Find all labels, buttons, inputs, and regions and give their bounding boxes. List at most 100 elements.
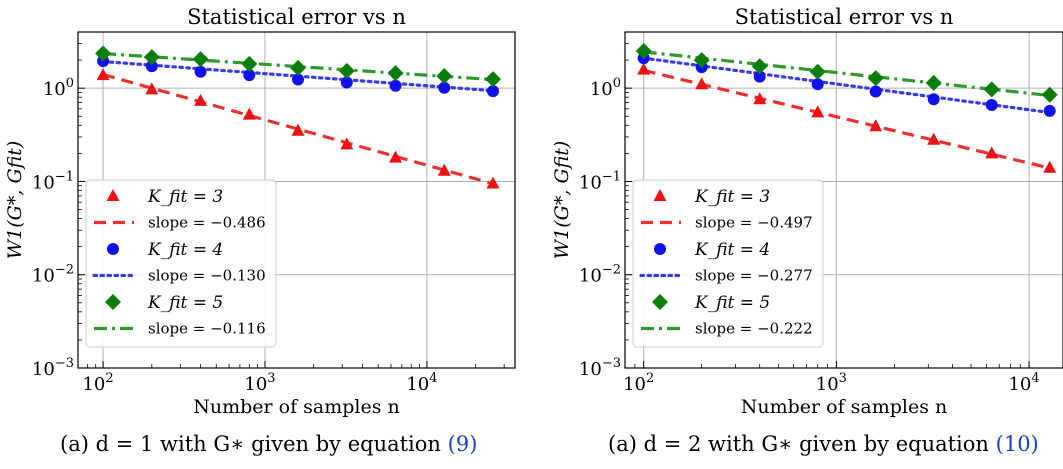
x-axis-label: Number of samples n [193,396,400,418]
legend-slope-label: slope = −0.116 [148,320,266,338]
y-tick-label: 10−1 [32,169,74,193]
data-point-diamond [867,70,884,87]
legend-slope-label: slope = −0.130 [148,267,266,285]
legend-marker-diamond [652,294,668,310]
legend-slope-label: slope = −0.486 [148,214,266,232]
figure-canvas: 102 103 104 10−3 10−2 10−1 100 Statistical erro… [4,5,1063,418]
data-point-diamond [387,65,404,82]
y-tick-label: 10−2 [579,263,621,287]
data-point-circle [145,60,158,73]
fit-line-1 [102,72,494,186]
data-point-triangle [242,107,256,120]
chart-2: 102 103 104 10−3 10−2 10−1 100 Statistical erro… [551,5,1063,418]
chart-title: Statistical error vs n [187,5,406,29]
y-tick-label: 10−2 [32,263,74,287]
caption-left-label: (a) [60,432,89,456]
data-point-triangle [1043,160,1057,173]
data-point-triangle [437,163,451,176]
y-tick-label: 100 [590,76,621,100]
data-point-diamond [95,45,112,62]
data-point-diamond [983,81,1000,98]
legend-series-label: K_fit = 5 [694,293,770,313]
y-tick-label: 10−3 [32,356,74,380]
data-point-triangle [753,92,767,105]
plot-area [95,45,502,189]
data-point-triangle [194,93,208,106]
legend-series-label: K_fit = 3 [694,187,770,207]
legend-series-label: K_fit = 3 [147,187,223,207]
fit-line-3 [643,50,1050,98]
data-point-triangle [869,119,883,132]
y-axis-label: W1(G*, Gfit) [551,141,573,260]
caption-left-ref[interactable]: (9) [447,432,478,456]
data-point-diamond [809,63,826,80]
legend-marker-triangle [653,189,667,201]
legend-slope-label: slope = −0.222 [695,320,813,338]
y-axis-label: W1(G*, Gfit) [4,141,26,260]
data-point-triangle [486,176,500,189]
x-tick-label: 103 [816,371,847,395]
data-point-diamond [751,58,768,75]
legend-marker-triangle [106,189,120,201]
plot-area [635,43,1058,173]
caption-right: (a) d = 2 with G∗ given by equation (10) [608,432,1039,456]
data-point-diamond [1041,86,1058,103]
chart-title: Statistical error vs n [735,5,954,29]
y-tick-label: 100 [43,76,74,100]
data-point-circle [985,98,998,111]
data-point-circle [487,85,500,98]
legend-marker-circle [107,243,119,255]
x-axis-label: Number of samples n [741,396,948,418]
data-point-diamond [241,55,258,72]
data-point-circle [438,81,451,94]
fit-line-2 [642,56,1052,115]
legend-series-label: K_fit = 4 [147,240,223,260]
data-point-diamond [635,43,652,60]
data-point-diamond [143,49,160,66]
data-point-triangle [291,123,305,136]
caption-left: (a) d = 1 with G∗ given by equation (9) [60,432,477,456]
data-point-diamond [290,59,307,76]
caption-right-ref[interactable]: (10) [995,432,1039,456]
axes-frame [624,31,1063,369]
data-point-circle [1043,104,1056,117]
caption-right-text: d = 2 with G∗ given by equation [643,432,989,456]
data-point-circle [389,79,402,92]
legend-series-label: K_fit = 4 [694,240,770,260]
x-tick-label: 102 [82,371,113,395]
data-point-diamond [436,68,453,85]
data-point-triangle [145,82,159,95]
data-point-triangle [340,137,354,150]
data-point-diamond [192,51,209,68]
data-point-circle [292,73,305,86]
data-point-diamond [338,62,355,79]
data-point-diamond [693,52,710,69]
data-point-circle [753,70,766,83]
chart-1: 102 103 104 10−3 10−2 10−1 100 Statistical erro… [4,5,516,418]
data-point-triangle [695,77,709,90]
data-point-diamond [485,71,502,88]
x-tick-label: 102 [623,371,654,395]
x-tick-label: 103 [244,371,275,395]
data-point-triangle [811,105,825,118]
legend-marker-diamond [105,294,121,310]
data-point-triangle [389,150,403,163]
data-point-circle [194,65,207,78]
x-tick-label: 104 [406,371,437,395]
legend-marker-circle [654,243,666,255]
data-point-triangle [637,62,651,75]
caption-right-label: (a) [608,432,637,456]
y-tick-label: 10−1 [579,169,621,193]
x-tick-label: 104 [1008,371,1039,395]
data-point-triangle [96,68,110,81]
data-point-circle [927,93,940,106]
legend-series-label: K_fit = 5 [147,293,223,313]
data-point-circle [243,69,256,82]
fit-line-1 [643,68,1051,170]
data-point-triangle [927,132,941,145]
data-point-circle [869,85,882,98]
y-tick-label: 10−3 [579,356,621,380]
data-point-triangle [985,146,999,159]
caption-left-text: d = 1 with G∗ given by equation [95,432,441,456]
axes-frame [77,31,516,369]
